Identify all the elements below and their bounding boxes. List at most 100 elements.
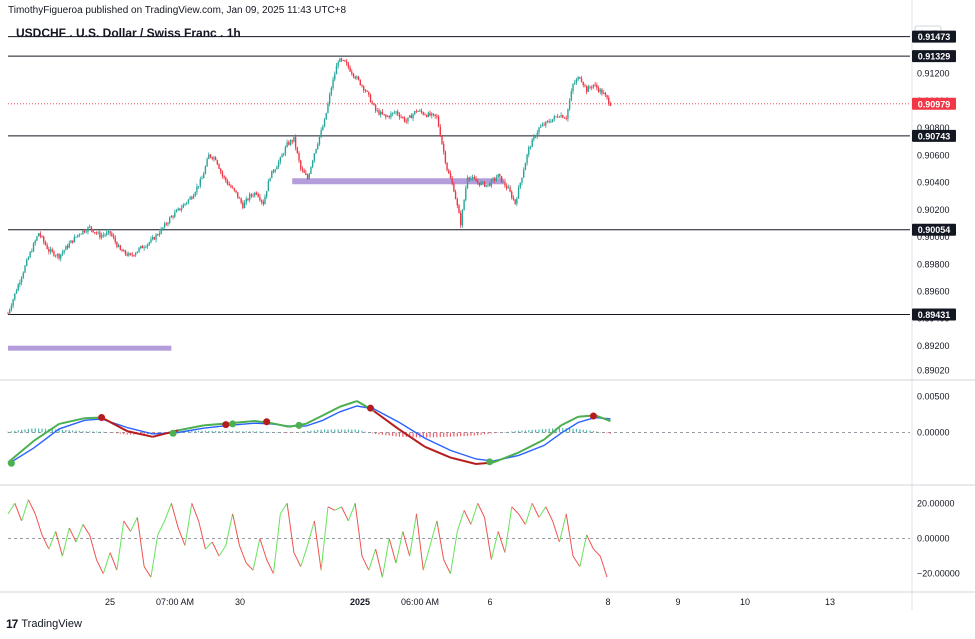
- candle-body: [539, 126, 542, 128]
- histogram-bar: [579, 429, 581, 433]
- histogram-bar: [541, 429, 543, 433]
- candle-body: [420, 110, 423, 113]
- histogram-bar: [426, 432, 428, 438]
- osc-segment: [48, 531, 57, 550]
- osc-segment: [565, 513, 574, 557]
- candle-body: [327, 103, 329, 113]
- histogram-bar: [477, 432, 479, 436]
- candle-body: [155, 234, 157, 240]
- candle-body: [237, 192, 239, 198]
- histogram-bar: [92, 431, 94, 433]
- candle-body: [374, 105, 377, 111]
- candle-body: [148, 242, 150, 245]
- candle-body: [77, 234, 79, 237]
- candle-body: [592, 84, 595, 88]
- candle-body: [153, 237, 156, 240]
- osc-segment: [347, 503, 356, 522]
- candle-body: [434, 114, 436, 117]
- osc-segment: [599, 555, 608, 578]
- osc-segment: [177, 527, 186, 546]
- histogram-bar: [228, 431, 230, 433]
- histogram-bar: [218, 431, 220, 433]
- osc-segment: [143, 566, 152, 578]
- cross-marker: [229, 420, 237, 428]
- osc-segment: [463, 510, 472, 525]
- histogram-bar: [364, 431, 366, 433]
- histogram-bar: [24, 429, 26, 433]
- histogram-bar: [232, 431, 234, 433]
- candle-body: [570, 91, 573, 101]
- cross-marker: [222, 421, 230, 429]
- candle-body: [424, 114, 426, 116]
- macd-fast-segment: [271, 422, 290, 428]
- candle-body: [383, 114, 385, 115]
- histogram-bar: [221, 431, 224, 433]
- candle-body: [465, 188, 467, 200]
- osc-segment: [259, 538, 268, 560]
- candle-body: [495, 177, 498, 181]
- candle-body: [46, 245, 48, 249]
- histogram-bar: [95, 431, 98, 433]
- candle-body: [209, 154, 212, 158]
- candle-body: [371, 102, 373, 104]
- macd-fast-segment: [424, 445, 451, 459]
- candle-body: [252, 195, 254, 197]
- candle-body: [597, 87, 600, 92]
- macd-fast-segment: [339, 400, 358, 408]
- candle-body: [478, 182, 481, 186]
- histogram-bar: [375, 432, 377, 434]
- candle-body: [240, 198, 242, 203]
- candle-body: [63, 250, 65, 253]
- candle-body: [20, 277, 23, 283]
- candle-body: [342, 60, 344, 61]
- candle-body: [494, 178, 496, 181]
- candle-body: [482, 181, 484, 183]
- osc-segment: [552, 520, 560, 543]
- histogram-bar: [323, 429, 326, 433]
- candle-body: [551, 119, 554, 122]
- histogram-bar: [204, 430, 207, 433]
- histogram-bar: [548, 428, 550, 433]
- candle-body: [123, 250, 125, 252]
- candle-body: [172, 216, 174, 217]
- candle-body: [425, 115, 428, 117]
- candle-body: [456, 199, 458, 206]
- tradingview-logo[interactable]: 17 TradingView: [6, 617, 82, 631]
- macd-fast-segment: [560, 415, 579, 427]
- candle-body: [509, 187, 511, 192]
- osc-segment: [456, 510, 465, 532]
- x-tick-label: 9: [675, 597, 680, 607]
- histogram-bar: [473, 432, 475, 436]
- histogram-bar: [272, 432, 275, 433]
- candle-body: [194, 192, 196, 196]
- histogram-bar: [480, 432, 482, 435]
- histogram-bar: [395, 432, 397, 437]
- histogram-bar: [500, 432, 503, 433]
- osc-segment: [211, 541, 220, 557]
- cross-marker: [486, 458, 494, 466]
- candle-body: [277, 161, 280, 167]
- candle-body: [402, 117, 404, 118]
- level-label: 0.91329: [918, 52, 951, 62]
- candle-body: [102, 235, 105, 236]
- candle-body: [596, 84, 598, 88]
- osc-segment: [388, 538, 397, 564]
- candle-body: [31, 251, 33, 253]
- histogram-bar: [494, 432, 496, 434]
- candle-body: [436, 116, 438, 117]
- candle-body: [446, 162, 448, 171]
- candle-body: [211, 157, 213, 159]
- histogram-bar: [296, 432, 298, 433]
- candle-body: [512, 197, 515, 200]
- histogram-bar: [51, 429, 53, 433]
- level-tag: [912, 50, 956, 63]
- candle-body: [531, 139, 533, 148]
- candle-body: [497, 174, 499, 178]
- osc-segment: [218, 545, 227, 557]
- candle-body: [255, 192, 258, 195]
- x-tick-label: 25: [105, 597, 115, 607]
- candle-body: [26, 259, 28, 266]
- candle-body: [601, 89, 603, 94]
- candle-body: [168, 217, 171, 223]
